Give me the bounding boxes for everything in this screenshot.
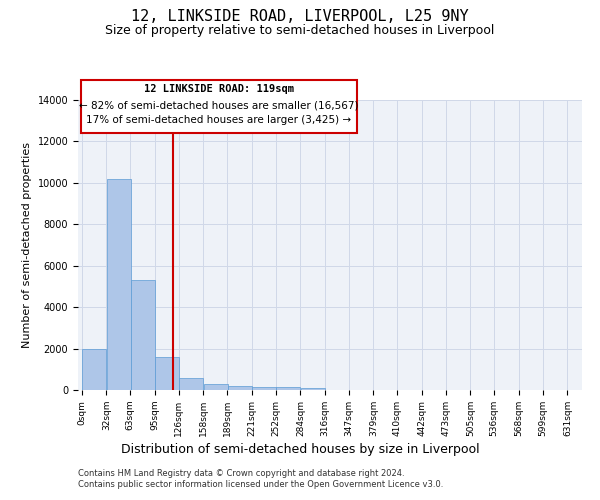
Bar <box>252 387 276 390</box>
Bar <box>179 378 203 390</box>
Text: 17% of semi-detached houses are larger (3,425) →: 17% of semi-detached houses are larger (… <box>86 115 352 125</box>
Text: 12, LINKSIDE ROAD, LIVERPOOL, L25 9NY: 12, LINKSIDE ROAD, LIVERPOOL, L25 9NY <box>131 9 469 24</box>
Text: 12 LINKSIDE ROAD: 119sqm: 12 LINKSIDE ROAD: 119sqm <box>144 84 294 94</box>
Bar <box>131 280 155 390</box>
Text: Distribution of semi-detached houses by size in Liverpool: Distribution of semi-detached houses by … <box>121 442 479 456</box>
Bar <box>82 348 106 390</box>
Bar <box>155 357 179 390</box>
Bar <box>107 178 131 390</box>
Bar <box>227 386 251 390</box>
Text: Contains HM Land Registry data © Crown copyright and database right 2024.: Contains HM Land Registry data © Crown c… <box>78 469 404 478</box>
Bar <box>301 388 325 390</box>
Text: Contains public sector information licensed under the Open Government Licence v3: Contains public sector information licen… <box>78 480 443 489</box>
Text: ← 82% of semi-detached houses are smaller (16,567): ← 82% of semi-detached houses are smalle… <box>79 100 359 110</box>
Y-axis label: Number of semi-detached properties: Number of semi-detached properties <box>22 142 32 348</box>
Bar <box>276 387 300 390</box>
Bar <box>204 384 227 390</box>
Text: Size of property relative to semi-detached houses in Liverpool: Size of property relative to semi-detach… <box>106 24 494 37</box>
